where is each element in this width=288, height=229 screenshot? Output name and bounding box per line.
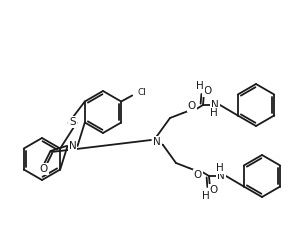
Text: N: N [211, 100, 219, 110]
Text: N: N [69, 141, 76, 151]
Text: O: O [203, 86, 211, 96]
Text: O: O [39, 164, 48, 174]
Text: O: O [194, 170, 202, 180]
Text: Cl: Cl [137, 88, 146, 97]
Text: O: O [209, 185, 217, 195]
Text: N: N [217, 171, 225, 181]
Text: H: H [216, 163, 224, 173]
Text: N: N [153, 137, 161, 147]
Text: H: H [210, 108, 218, 118]
Text: H: H [202, 191, 210, 201]
Text: H: H [196, 81, 204, 91]
Text: O: O [188, 101, 196, 111]
Text: S: S [69, 117, 76, 127]
